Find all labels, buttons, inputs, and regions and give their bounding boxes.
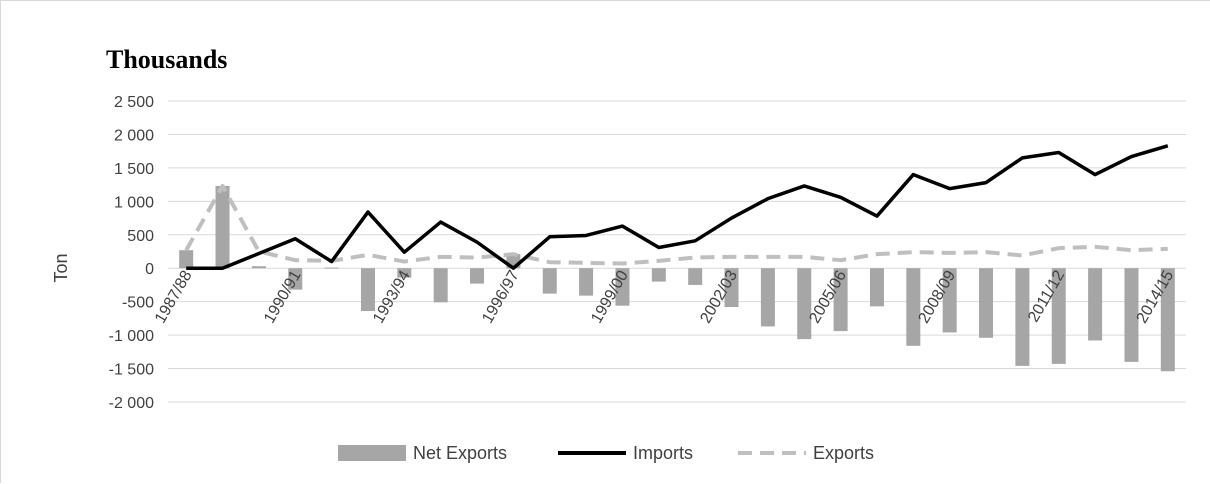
y-tick-label: -1 500 bbox=[109, 362, 154, 379]
net-exports-bar bbox=[615, 268, 630, 306]
net-exports-bar bbox=[1124, 268, 1139, 362]
legend-item: Exports bbox=[738, 443, 874, 463]
net-exports-bars bbox=[179, 185, 1175, 372]
y-axis-label: Ton bbox=[51, 253, 71, 282]
net-exports-bar bbox=[869, 268, 884, 307]
legend-label: Exports bbox=[813, 443, 874, 463]
net-exports-bar bbox=[1088, 268, 1103, 341]
legend-item: Net Exports bbox=[338, 443, 507, 463]
net-exports-bar bbox=[651, 268, 666, 282]
net-exports-bar bbox=[251, 266, 266, 269]
y-tick-label: 1 000 bbox=[114, 194, 154, 211]
chart-title: Thousands bbox=[106, 45, 227, 74]
legend-swatch bbox=[338, 445, 406, 461]
net-exports-bar bbox=[1051, 268, 1066, 364]
net-exports-bar bbox=[906, 268, 921, 346]
net-exports-bar bbox=[397, 268, 412, 278]
net-exports-bar bbox=[724, 268, 739, 308]
net-exports-bar bbox=[215, 185, 230, 269]
net-exports-bar bbox=[288, 268, 303, 290]
y-tick-label: 2 500 bbox=[114, 94, 154, 111]
imports-line bbox=[186, 144, 1169, 270]
y-tick-labels: 2 500 2 000 1 500 1 000 500 0 -500 -1 000 -1 500… bbox=[109, 94, 154, 412]
y-tick-label: -500 bbox=[122, 295, 154, 312]
y-tick-label: -1 000 bbox=[109, 328, 154, 345]
x-tick-label: 1987/88 bbox=[152, 268, 196, 327]
x-tick-label: 1990/91 bbox=[261, 268, 305, 327]
exports-line bbox=[184, 183, 1168, 266]
y-tick-label: 2 000 bbox=[114, 127, 154, 144]
net-exports-bar bbox=[979, 268, 994, 338]
legend: Net Exports Imports Exports bbox=[338, 443, 874, 463]
net-exports-bar bbox=[542, 268, 557, 294]
x-tick-label: 1996/97 bbox=[479, 268, 523, 327]
net-exports-bar bbox=[179, 250, 194, 269]
legend-label: Imports bbox=[633, 443, 693, 463]
series-lines bbox=[184, 144, 1169, 270]
net-exports-bar bbox=[324, 267, 339, 269]
net-exports-bar bbox=[360, 268, 375, 312]
x-tick-label: 1993/94 bbox=[370, 268, 414, 327]
legend-label: Net Exports bbox=[413, 443, 507, 463]
net-exports-bar bbox=[833, 268, 848, 332]
net-exports-bar bbox=[470, 268, 485, 284]
net-exports-bar bbox=[1015, 268, 1030, 366]
net-exports-bar bbox=[760, 268, 775, 327]
net-exports-bar bbox=[1160, 268, 1175, 372]
net-exports-bar bbox=[433, 268, 448, 303]
y-tick-label: 0 bbox=[145, 261, 154, 278]
legend-item: Imports bbox=[558, 443, 693, 463]
net-exports-bar bbox=[579, 268, 594, 296]
net-exports-bar bbox=[942, 268, 957, 333]
y-tick-label: 1 500 bbox=[114, 161, 154, 178]
net-exports-bar bbox=[797, 268, 812, 340]
y-tick-label: -2 000 bbox=[109, 395, 154, 412]
y-tick-label: 500 bbox=[127, 228, 154, 245]
net-exports-bar bbox=[688, 268, 703, 285]
